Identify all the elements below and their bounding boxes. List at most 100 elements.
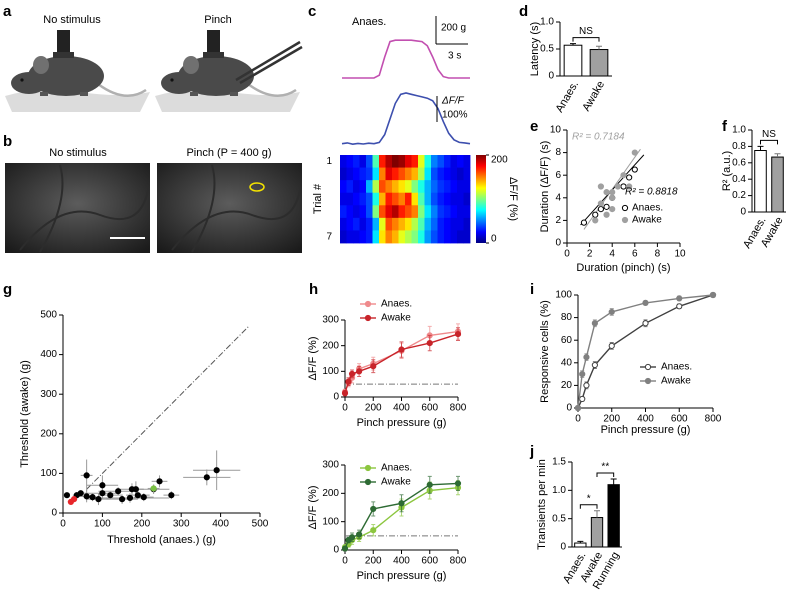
heatmap-cell (346, 155, 354, 168)
heatmap-cell (431, 217, 438, 231)
legend-marker (644, 377, 652, 385)
heatmap-cell (379, 205, 386, 219)
data-point (642, 320, 649, 327)
heatmap-cell (457, 180, 464, 194)
heatmap-cell (340, 192, 347, 206)
bar (754, 150, 767, 213)
significance-bracket (572, 37, 600, 42)
x-tick-label: 600 (421, 556, 438, 567)
heatmap-cell (385, 205, 393, 219)
y-tick-label: 0 (548, 71, 554, 82)
data-point (345, 378, 352, 385)
heatmap-cell (398, 155, 406, 168)
error-bar (594, 510, 600, 518)
heatmap-cell (437, 230, 445, 244)
y-tick-label: 0 (740, 207, 746, 218)
scatter-point (597, 183, 605, 190)
error-bar (596, 45, 602, 50)
x-tick-label: Anaes. (554, 79, 582, 115)
heatmap-cell (405, 230, 412, 244)
heatmap-cell (424, 205, 432, 219)
y-tick-label: 0.4 (732, 174, 746, 185)
error-bar (570, 43, 576, 46)
heatmap-cell (405, 205, 412, 219)
scatter-point (580, 219, 588, 226)
x-axis-label: Pinch pressure (g) (357, 570, 447, 582)
tweezers (235, 40, 303, 85)
heatmap-cell (366, 217, 373, 231)
colorbar-tick-label: 0 (491, 234, 497, 245)
legend-marker (364, 300, 372, 308)
x-tick-label: 400 (637, 414, 654, 425)
y-tick-label: 6 (555, 170, 561, 181)
x-tick-label: 4 (609, 249, 615, 260)
heatmap-cell (437, 217, 445, 231)
heatmap-cell (457, 155, 464, 168)
legend-marker (644, 363, 652, 371)
y-tick-label: 0.6 (732, 157, 746, 168)
y-tick-label: 100 (40, 468, 57, 479)
x-axis-label: Threshold (anaes.) (g) (107, 534, 216, 546)
heatmap-cell (340, 230, 347, 244)
data-point (579, 371, 586, 378)
panel-label: b (3, 133, 12, 150)
heatmap-cell (411, 230, 419, 244)
heatmap-cell (372, 167, 380, 181)
heatmap-cell (340, 205, 347, 219)
heatmap-cell (379, 155, 386, 168)
mouse-illustration (153, 28, 302, 114)
scale-bar-label: 200 g (441, 23, 466, 34)
heatmap-cell (431, 192, 438, 206)
y-tick-label: 300 (322, 315, 339, 326)
heatmap-cell (353, 167, 360, 181)
panel-label: e (530, 118, 538, 135)
x-tick-label: 0 (342, 403, 348, 414)
series-line (344, 330, 459, 393)
error-bar (610, 478, 617, 485)
heatmap-cell (450, 155, 458, 168)
heatmap-cell (418, 205, 425, 219)
heatmap-cell (385, 167, 393, 181)
x-tick-label: 800 (450, 403, 467, 414)
heatmap-cell (418, 155, 425, 168)
heatmap-cell (463, 192, 471, 206)
heatmap-cell (444, 192, 451, 206)
heatmap-cell (346, 192, 354, 206)
heatmap-cell (463, 180, 471, 194)
bar (771, 156, 784, 213)
microscopy-image (157, 163, 302, 253)
bar (607, 484, 620, 548)
mouse-illustration (3, 28, 152, 114)
y-tick-label: 1.5 (552, 457, 566, 468)
image-title: No stimulus (49, 147, 107, 159)
heatmap-cell (437, 180, 445, 194)
legend-marker (621, 216, 629, 224)
y-tick-label: 0 (51, 508, 57, 519)
heatmap-cell (372, 155, 380, 168)
panel-label: d (519, 3, 528, 20)
heatmap-cell (379, 167, 386, 181)
y-tick-label: 0.5 (552, 513, 566, 524)
heatmap-cell (411, 155, 419, 168)
reference-line (86, 326, 249, 490)
heatmap-cell (457, 167, 464, 181)
x-tick-label: 0 (575, 414, 581, 425)
significance-label: NS (579, 26, 593, 37)
illustration-title: Pinch (204, 14, 232, 26)
x-tick-label: 200 (365, 403, 382, 414)
heatmap-cell (346, 180, 354, 194)
scatter-point (213, 467, 220, 474)
scatter-point (597, 206, 605, 213)
data-point (574, 404, 582, 412)
heatmap-cell (444, 230, 451, 244)
heatmap-cell (437, 192, 445, 206)
heatmap-cell (450, 192, 458, 206)
scatter-point (115, 488, 122, 495)
data-point (591, 361, 598, 369)
heatmap-cell (398, 230, 406, 244)
heatmap-cell (340, 180, 347, 194)
heatmap-cell (424, 167, 432, 181)
scatter-point (126, 494, 134, 502)
heatmap-cell (418, 217, 425, 231)
